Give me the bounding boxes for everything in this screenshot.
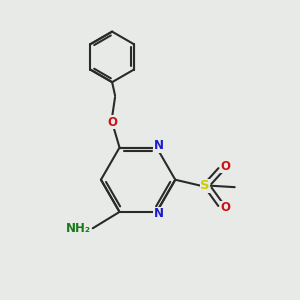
Text: O: O bbox=[107, 116, 117, 129]
Text: NH₂: NH₂ bbox=[66, 222, 91, 235]
Text: S: S bbox=[200, 179, 210, 192]
Text: N: N bbox=[154, 139, 164, 152]
Text: N: N bbox=[154, 207, 164, 220]
Text: O: O bbox=[221, 160, 231, 173]
Text: O: O bbox=[221, 202, 231, 214]
